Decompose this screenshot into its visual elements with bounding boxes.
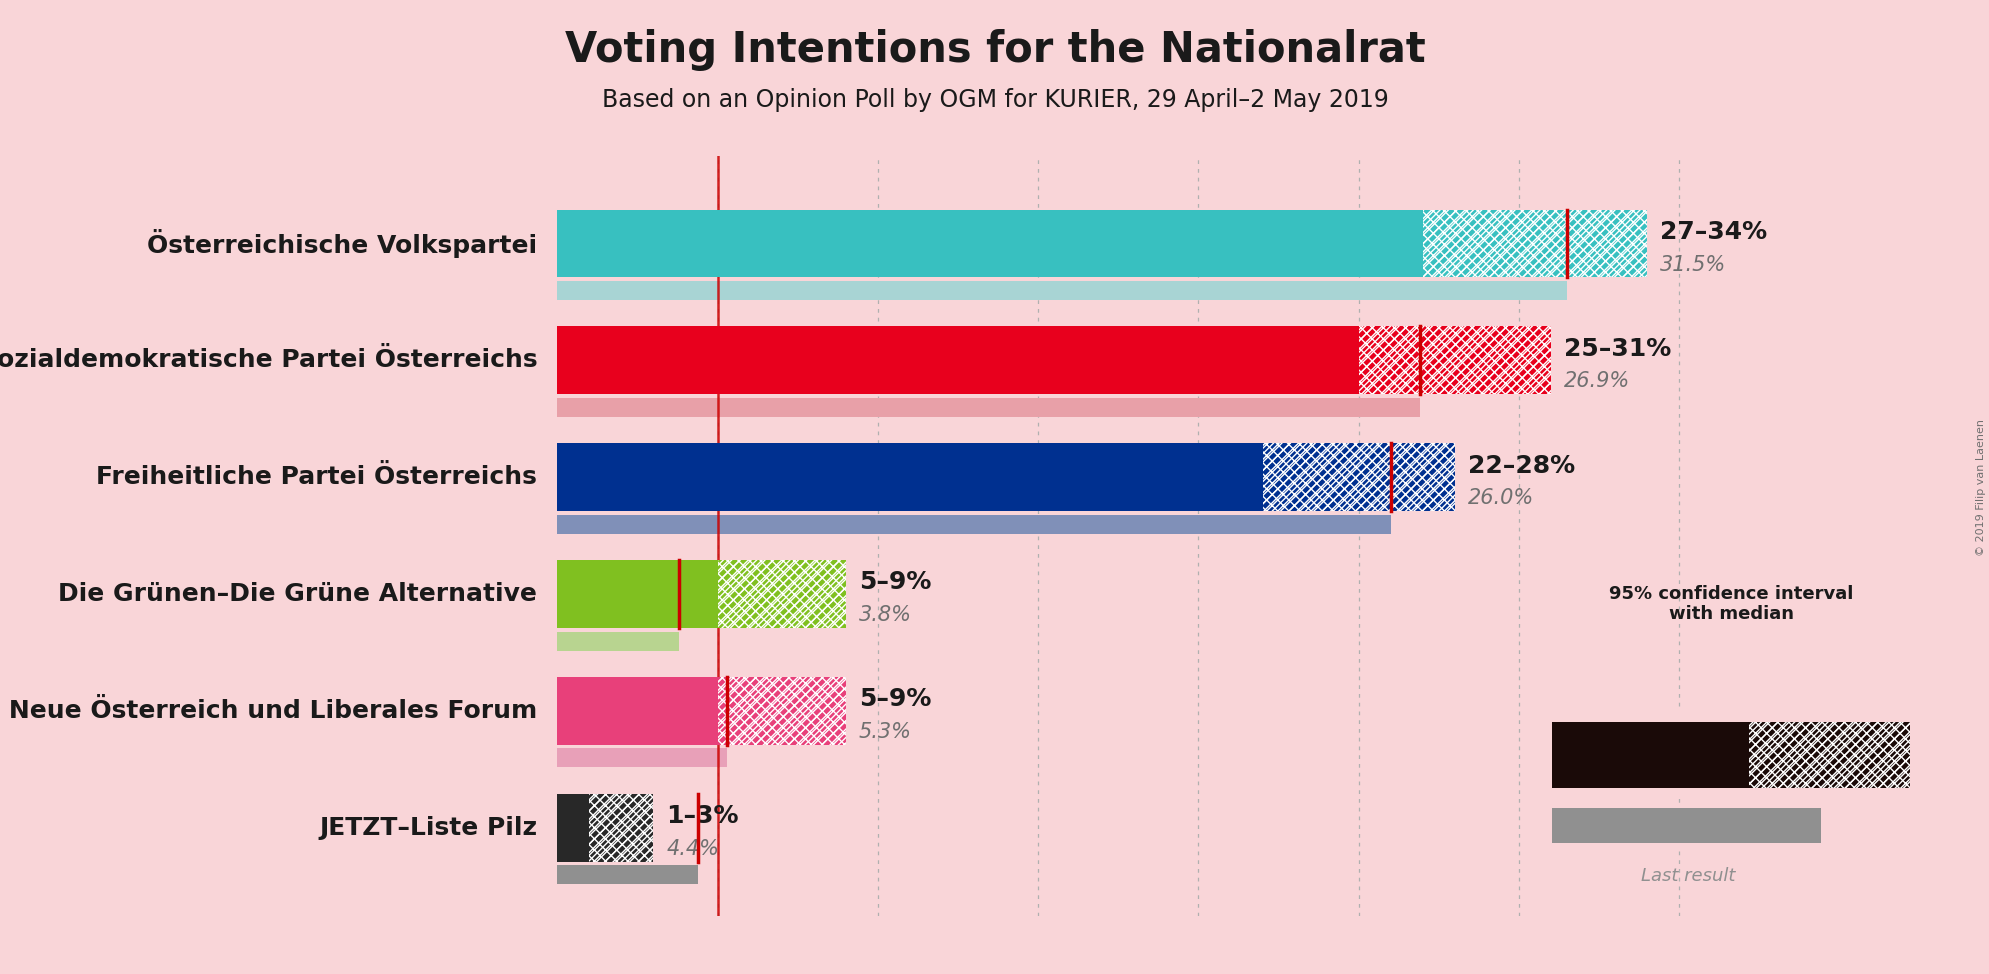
Bar	[718, 560, 845, 628]
Bar	[1551, 808, 1820, 843]
Bar	[1422, 209, 1647, 278]
Bar	[557, 865, 698, 884]
Text: 25–31%: 25–31%	[1563, 337, 1671, 360]
Text: 95% confidence interval
with median: 95% confidence interval with median	[1609, 584, 1852, 623]
Bar	[557, 514, 1390, 534]
Text: Last result: Last result	[1641, 867, 1734, 884]
Text: 27–34%: 27–34%	[1659, 220, 1766, 244]
Bar	[1748, 722, 1909, 788]
Text: 26.9%: 26.9%	[1563, 371, 1629, 392]
Bar	[557, 748, 726, 768]
Text: Sozialdemokratische Partei Österreichs: Sozialdemokratische Partei Österreichs	[0, 349, 537, 372]
Bar	[557, 560, 718, 628]
Bar	[1358, 326, 1549, 394]
Bar	[589, 794, 652, 862]
Text: Based on an Opinion Poll by OGM for KURIER, 29 April–2 May 2019: Based on an Opinion Poll by OGM for KURI…	[601, 88, 1388, 112]
Bar	[718, 677, 845, 745]
Text: 1–3%: 1–3%	[666, 805, 738, 828]
Text: © 2019 Filip van Laenen: © 2019 Filip van Laenen	[1975, 419, 1985, 555]
Bar	[557, 326, 1358, 394]
Bar	[557, 794, 589, 862]
Bar	[557, 281, 1567, 300]
Text: NEOS–Das Neue Österreich und Liberales Forum: NEOS–Das Neue Österreich und Liberales F…	[0, 699, 537, 723]
Text: Österreichische Volkspartei: Österreichische Volkspartei	[147, 229, 537, 258]
Bar	[1261, 443, 1454, 511]
Bar	[557, 397, 1418, 417]
Text: Die Grünen–Die Grüne Alternative: Die Grünen–Die Grüne Alternative	[58, 582, 537, 606]
Bar	[557, 443, 1261, 511]
Text: 3.8%: 3.8%	[857, 605, 911, 625]
Bar	[1748, 722, 1909, 788]
Bar	[1358, 326, 1549, 394]
Bar	[1261, 443, 1454, 511]
Text: Voting Intentions for the Nationalrat: Voting Intentions for the Nationalrat	[565, 29, 1424, 71]
Bar	[1422, 209, 1647, 278]
Bar	[589, 794, 652, 862]
Bar	[718, 677, 845, 745]
Bar	[557, 631, 678, 651]
Bar	[557, 677, 718, 745]
Text: JETZT–Liste Pilz: JETZT–Liste Pilz	[318, 816, 537, 840]
Text: 22–28%: 22–28%	[1468, 454, 1573, 477]
Text: 5.3%: 5.3%	[857, 722, 911, 742]
Text: 26.0%: 26.0%	[1468, 488, 1534, 508]
Text: 4.4%: 4.4%	[666, 839, 718, 859]
Text: Freiheitliche Partei Österreichs: Freiheitliche Partei Österreichs	[95, 466, 537, 489]
Text: 5–9%: 5–9%	[857, 571, 931, 594]
Text: 31.5%: 31.5%	[1659, 254, 1726, 275]
Bar	[557, 209, 1422, 278]
Bar	[1551, 722, 1748, 788]
Text: 5–9%: 5–9%	[857, 688, 931, 711]
Bar	[718, 560, 845, 628]
